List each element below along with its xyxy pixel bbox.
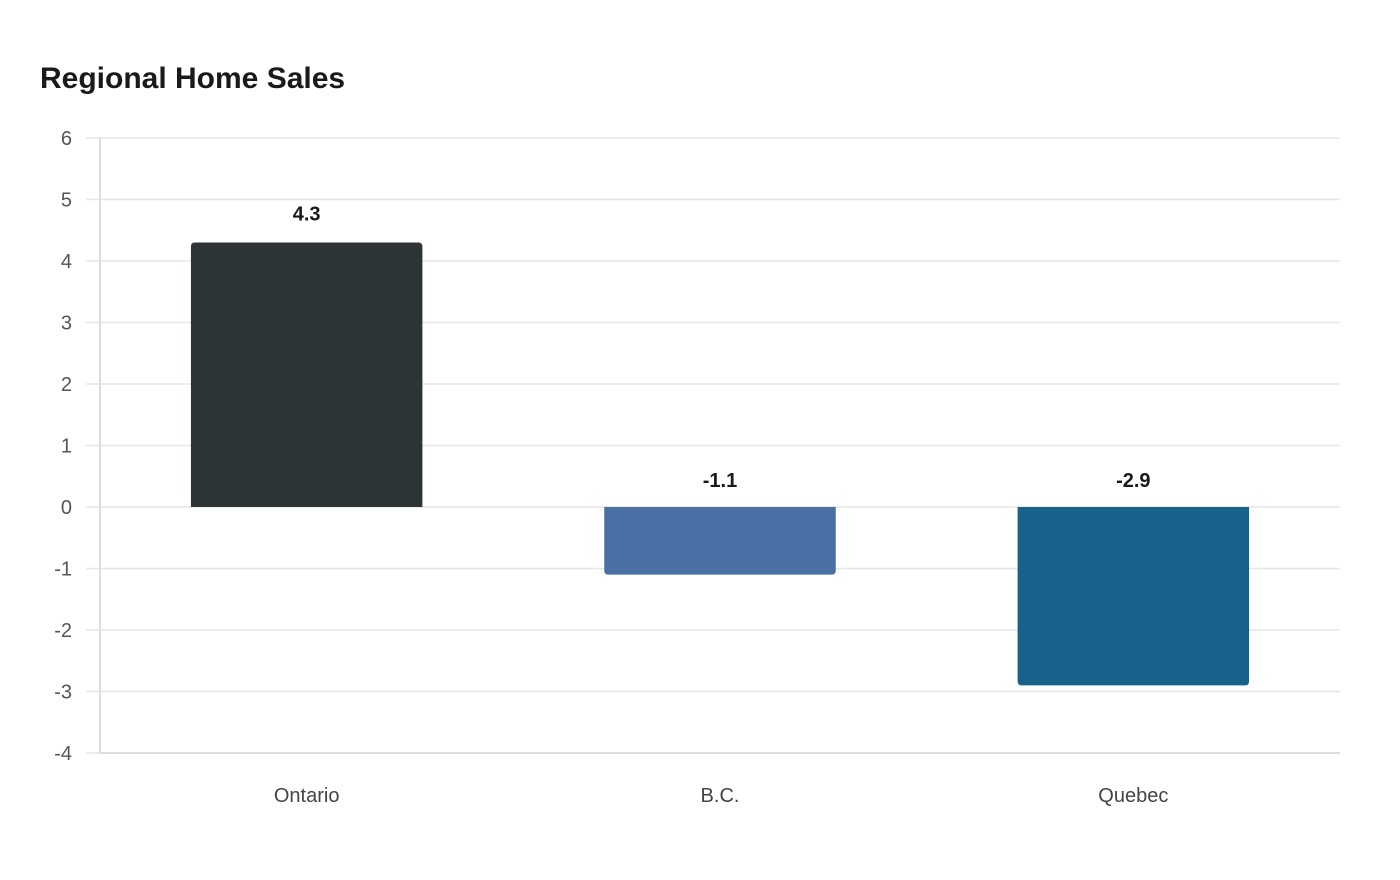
data-label: -1.1 <box>703 470 737 492</box>
y-tick-label: 4 <box>61 251 72 273</box>
y-tick-label: 5 <box>61 190 72 212</box>
y-tick-label: 2 <box>61 374 72 396</box>
y-tick-label: -2 <box>54 620 72 642</box>
y-tick-label: 3 <box>61 313 72 335</box>
y-tick-label: -3 <box>54 682 72 704</box>
chart-title: Regional Home Sales <box>40 62 346 95</box>
y-tick-label: 1 <box>61 436 72 458</box>
y-tick-label: 0 <box>61 497 72 519</box>
bar-b-c <box>604 507 836 575</box>
bar-quebec <box>1017 507 1250 686</box>
labels: 4.3 Ontario -1.1 B.C. -2.9 Quebec <box>274 204 1168 807</box>
x-category-label: Ontario <box>274 785 340 807</box>
bar-ontario <box>190 242 423 508</box>
y-tick-label: -4 <box>54 743 72 765</box>
y-tick-label: 6 <box>61 128 72 150</box>
x-category-label: B.C. <box>701 785 740 807</box>
data-label: 4.3 <box>293 204 321 226</box>
x-category-label: Quebec <box>1098 785 1168 807</box>
axes: 6 5 4 3 2 1 0 -1 -2 -3 -4 <box>54 128 1340 765</box>
bars <box>190 242 1250 686</box>
y-tick-label: -1 <box>54 559 72 581</box>
data-label: -2.9 <box>1116 470 1150 492</box>
